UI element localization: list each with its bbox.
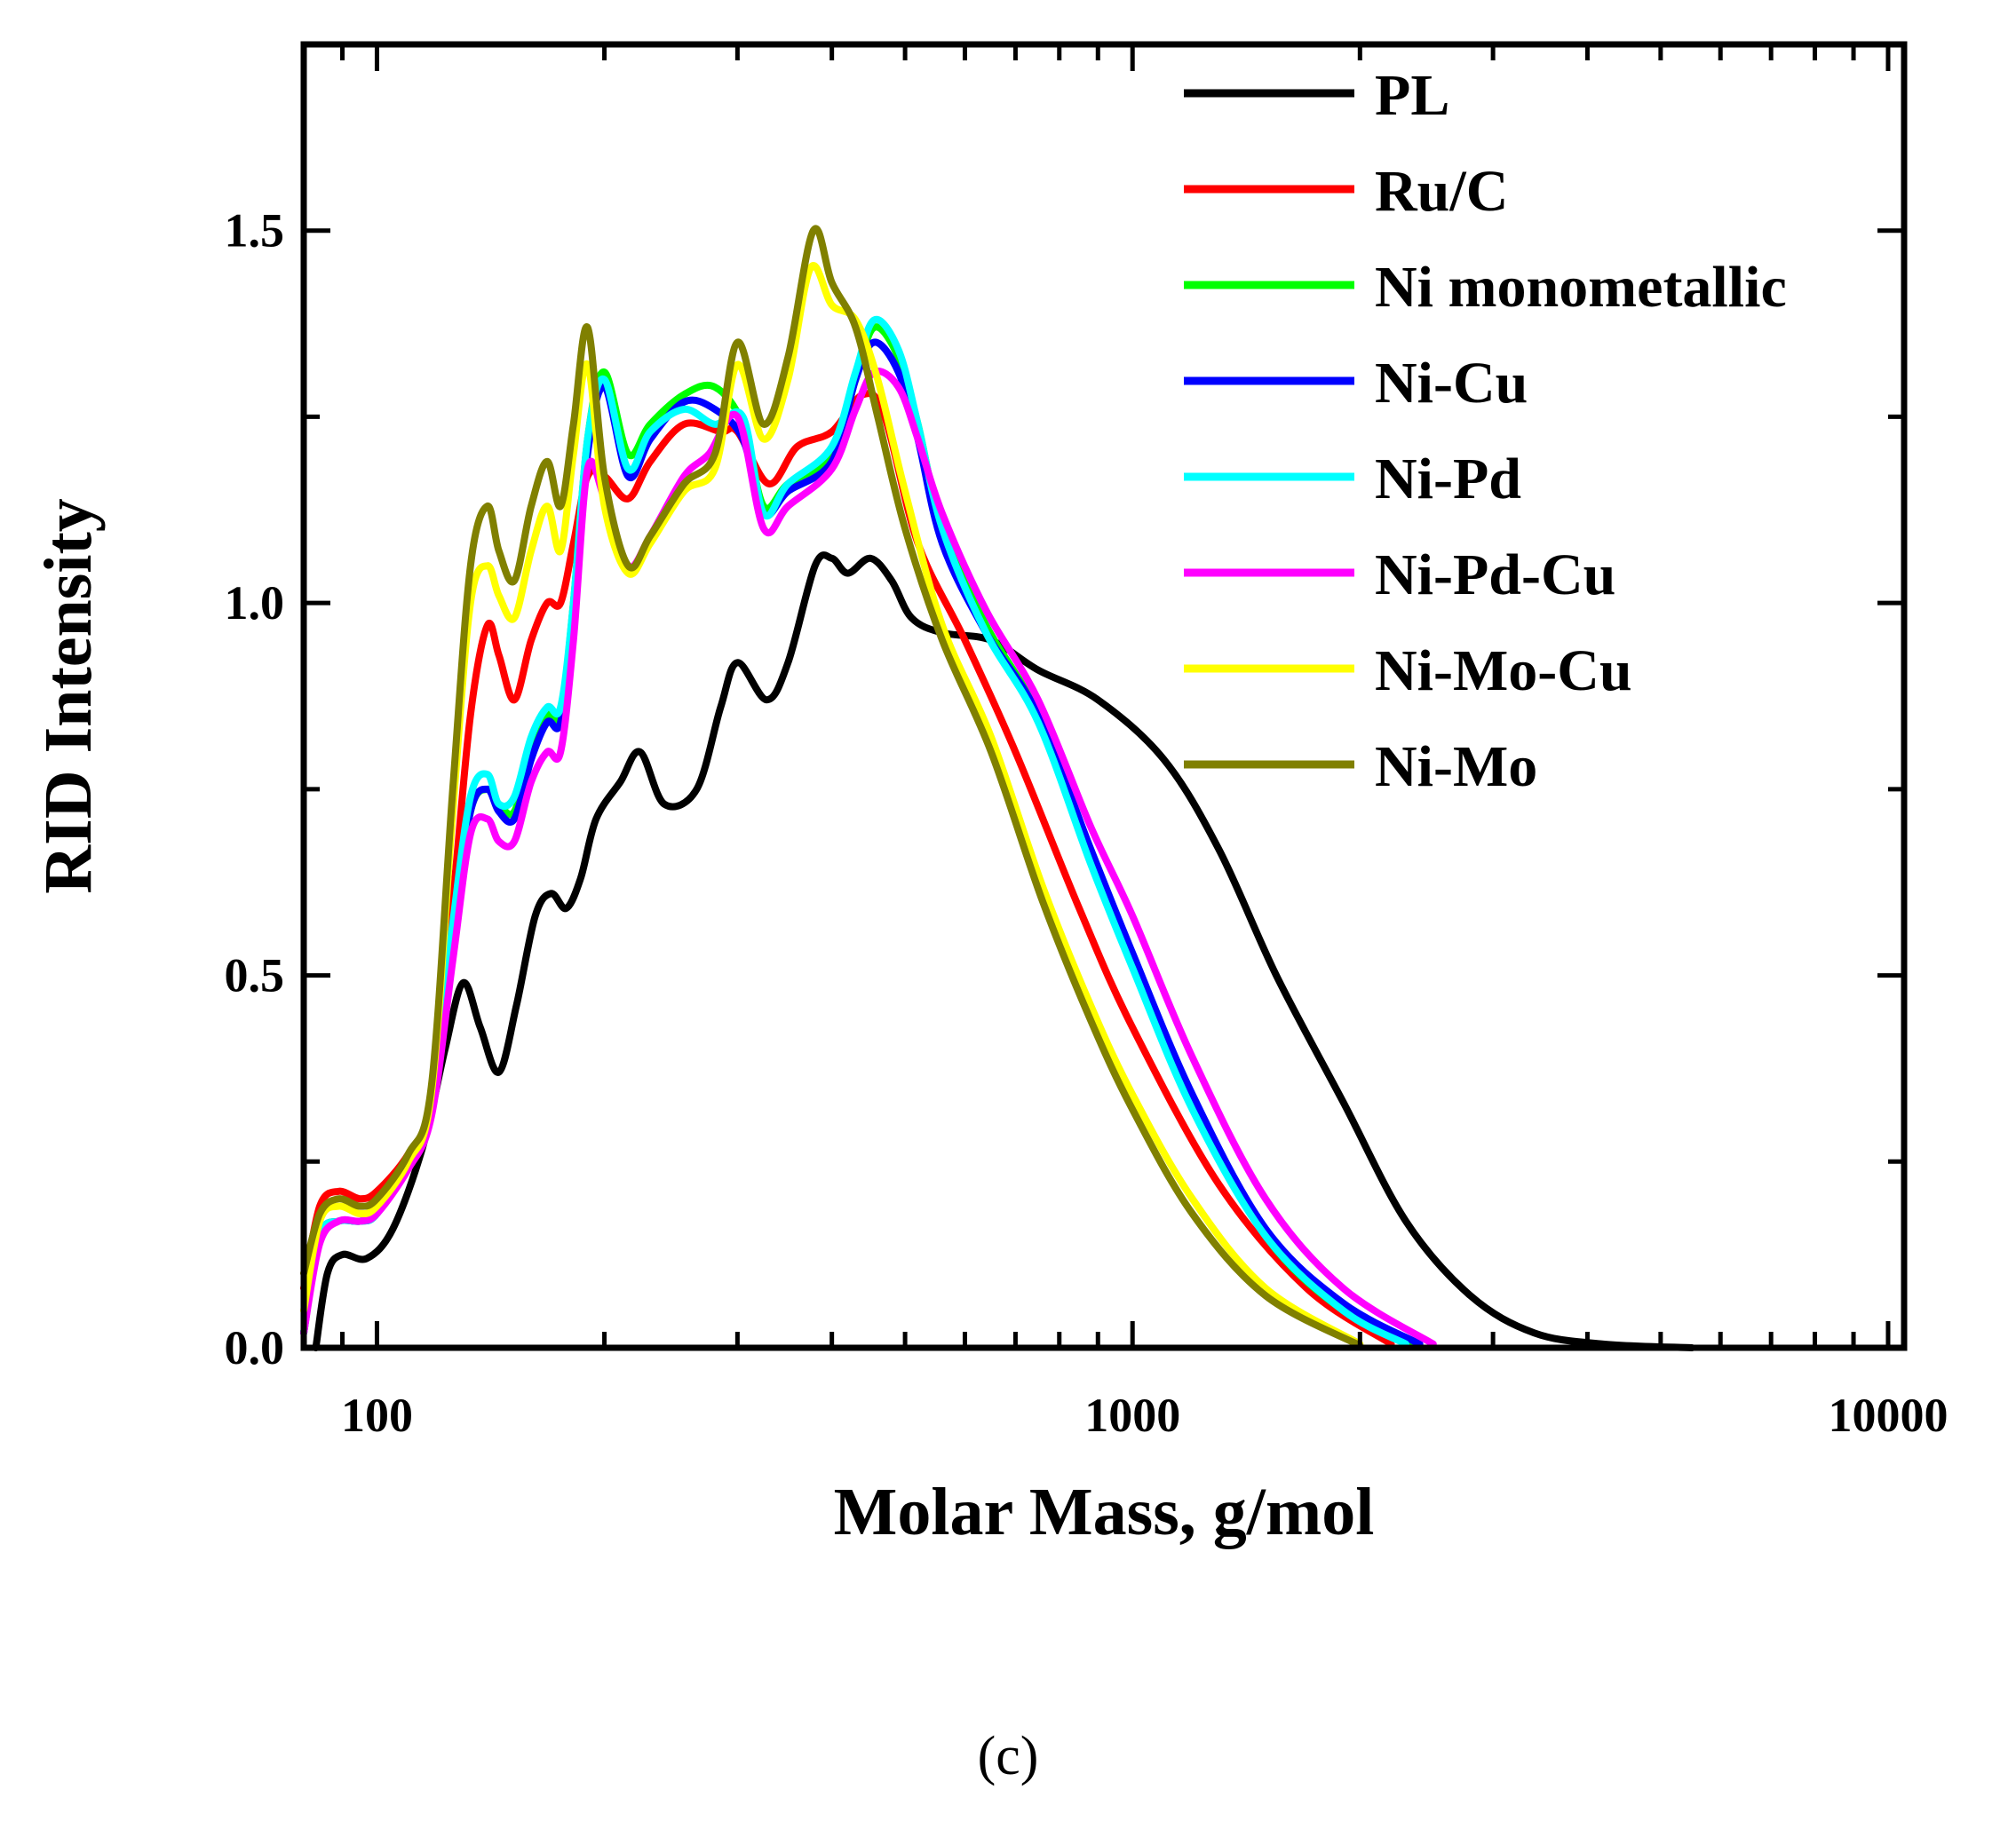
legend-label: PL bbox=[1375, 63, 1449, 128]
x-axis-ticks: 100 1000 10000 bbox=[301, 44, 1948, 1442]
series-line-pl bbox=[312, 551, 1696, 1351]
y-tick-label: 0.0 bbox=[225, 1321, 285, 1374]
x-tick-label: 100 bbox=[341, 1389, 413, 1442]
legend-label: Ni-Cu bbox=[1375, 351, 1528, 416]
legend-label: Ni-Mo-Cu bbox=[1375, 638, 1632, 703]
x-tick-label: 1000 bbox=[1084, 1389, 1180, 1442]
series-line-ni-pd bbox=[300, 315, 1409, 1348]
y-tick-label: 1.5 bbox=[225, 204, 285, 257]
y-tick-label: 1.0 bbox=[225, 576, 285, 629]
legend-label: Ni-Pd-Cu bbox=[1375, 542, 1615, 607]
legend: PL Ru/C Ni monometallic Ni-Cu Ni-Pd Ni-Pd-Cu N… bbox=[1184, 63, 1787, 799]
y-axis-title: RID Intensity bbox=[31, 498, 106, 894]
series-line-ni-mo bbox=[300, 225, 1364, 1350]
series-line-ni-pd-cu bbox=[300, 368, 1437, 1348]
y-tick-label: 0.5 bbox=[225, 949, 285, 1002]
series-layer bbox=[300, 225, 1696, 1351]
legend-label: Ni-Mo bbox=[1375, 734, 1537, 799]
legend-label: Ni monometallic bbox=[1375, 255, 1787, 320]
legend-label: Ni-Pd bbox=[1375, 447, 1521, 511]
y-axis-ticks: 0.0 0.5 1.0 1.5 bbox=[225, 42, 1904, 1374]
x-axis-title: Molar Mass, g/mol bbox=[834, 1475, 1375, 1549]
figure-caption: (c) bbox=[978, 1726, 1039, 1786]
legend-label: Ru/C bbox=[1375, 159, 1508, 224]
plot-frame bbox=[300, 41, 1908, 1351]
x-tick-label: 10000 bbox=[1828, 1389, 1948, 1442]
